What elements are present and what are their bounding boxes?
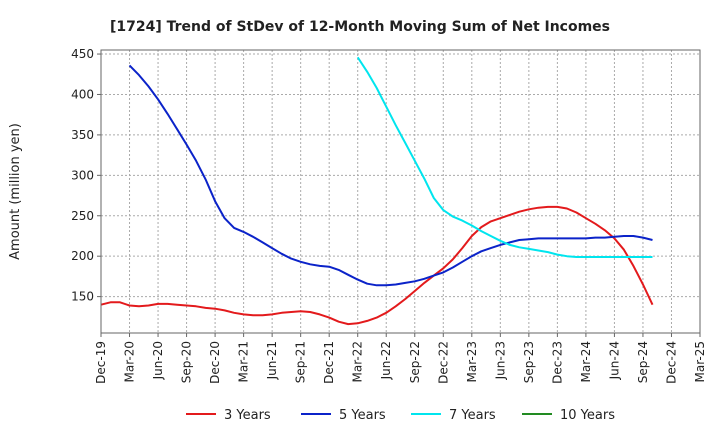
legend-label: 7 Years	[449, 408, 496, 423]
x-tick-label: Dec-19	[94, 341, 108, 384]
x-tick-label: Jun-22	[379, 341, 393, 380]
x-tick-label: Sep-24	[636, 341, 650, 383]
x-tick-label: Mar-24	[579, 341, 593, 382]
x-tick-label: Sep-20	[180, 341, 194, 383]
x-tick-label: Dec-22	[436, 341, 450, 384]
x-tick-label: Mar-23	[465, 341, 479, 382]
x-tick-label: Jun-23	[493, 341, 507, 380]
x-tick-label: Jun-20	[151, 341, 165, 380]
series-lines	[100, 56, 654, 326]
y-axis-label: Amount (million yen)	[8, 123, 23, 260]
legend-label: 10 Years	[560, 408, 615, 423]
series-line-2	[128, 64, 653, 287]
chart-title: [1724] Trend of StDev of 12-Month Moving…	[110, 19, 610, 35]
x-tick-label: Mar-20	[123, 341, 137, 382]
series-line-3	[356, 56, 653, 258]
legend-label: 3 Years	[224, 408, 271, 423]
x-axis-ticks: Dec-19 Mar-20 Jun-20 Sep-20 Dec-20 Mar-21 Jun-…	[94, 333, 707, 384]
y-tick-label: 150	[71, 290, 94, 304]
x-tick-label: Sep-22	[408, 341, 422, 383]
x-tick-label: Dec-24	[664, 341, 678, 384]
y-axis-ticks: 150 200 250 300 350 400 450	[71, 47, 101, 304]
y-tick-label: 450	[71, 47, 94, 61]
y-tick-label: 400	[71, 87, 94, 101]
y-tick-label: 300	[71, 168, 94, 182]
x-tick-label: Mar-25	[693, 341, 707, 382]
x-tick-label: Dec-20	[208, 341, 222, 384]
x-tick-label: Jun-21	[265, 341, 279, 380]
x-tick-label: Mar-22	[351, 341, 365, 382]
y-tick-label: 200	[71, 249, 94, 263]
grid	[100, 50, 701, 333]
x-tick-label: Dec-21	[322, 341, 336, 384]
y-tick-label: 350	[71, 128, 94, 142]
x-tick-label: Mar-21	[237, 341, 251, 382]
legend: 3 Years 5 Years 7 Years 10 Years	[186, 408, 615, 423]
plot-frame	[100, 49, 701, 334]
legend-label: 5 Years	[339, 408, 386, 423]
x-tick-label: Sep-23	[522, 341, 536, 383]
series-line-1	[100, 205, 654, 326]
x-tick-label: Jun-24	[607, 341, 621, 380]
x-tick-label: Dec-23	[550, 341, 564, 384]
y-tick-label: 250	[71, 209, 94, 223]
x-tick-label: Sep-21	[294, 341, 308, 383]
